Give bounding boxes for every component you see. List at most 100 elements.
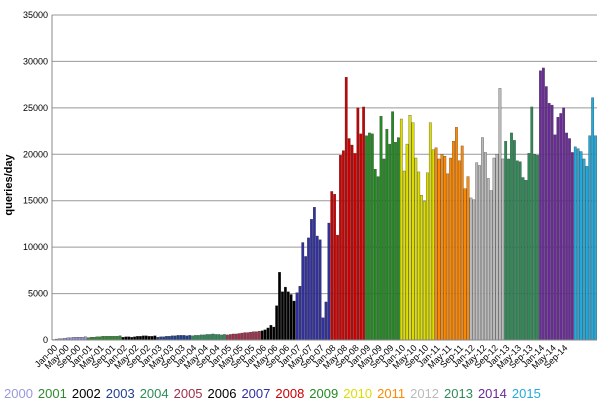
bar-2011 <box>452 141 455 341</box>
bar-2005 <box>249 331 252 341</box>
bar-2006 <box>272 326 276 341</box>
bar-2008 <box>356 107 360 341</box>
bar-2013 <box>513 140 516 341</box>
bar-2003 <box>165 336 168 341</box>
bar-2004 <box>217 334 221 341</box>
bar-2012 <box>484 152 487 341</box>
bar-2010 <box>426 172 429 341</box>
bar-2003 <box>185 335 189 341</box>
bar-2009 <box>385 129 389 341</box>
bar-2004 <box>220 334 223 341</box>
bar-2013 <box>527 153 531 341</box>
legend-item-2004: 2004 <box>139 386 169 401</box>
legend-item-2009: 2009 <box>309 386 339 401</box>
bar-2001 <box>115 336 119 341</box>
bar-2010 <box>431 149 435 341</box>
bar-2006 <box>260 330 264 341</box>
bar-2006 <box>269 324 273 341</box>
y-tick-label: 25000 <box>23 103 48 113</box>
legend-item-2010: 2010 <box>343 386 373 401</box>
bar-2014 <box>570 152 574 341</box>
bar-2002 <box>136 336 139 341</box>
bar-2006 <box>289 294 293 341</box>
bar-2009 <box>373 168 377 341</box>
bar-2013 <box>524 180 528 341</box>
bar-2007 <box>301 242 305 341</box>
bar-2011 <box>443 155 447 341</box>
bar-2002 <box>144 335 148 341</box>
bar-2008 <box>341 150 345 341</box>
y-tick-label: 20000 <box>23 149 48 159</box>
bar-2012 <box>501 158 505 341</box>
bar-2014 <box>568 138 571 341</box>
x-axis-ticks: Jan-00May-00Sep-00Jan-01May-01Sep-01Jan-… <box>33 343 570 371</box>
bar-2011 <box>440 154 444 341</box>
bar-2013 <box>536 155 539 341</box>
bar-2013 <box>510 132 513 341</box>
bar-2013 <box>518 161 522 341</box>
bar-2015 <box>588 135 592 341</box>
bar-2007 <box>327 222 331 341</box>
bar-2009 <box>365 135 368 341</box>
bar-2007 <box>321 317 325 341</box>
bar-2001 <box>110 336 113 341</box>
bar-2013 <box>521 177 525 341</box>
bar-2010 <box>428 122 432 341</box>
bar-2011 <box>455 127 458 341</box>
bar-2004 <box>197 335 200 341</box>
bar-2005 <box>226 334 229 341</box>
bar-2012 <box>486 178 490 341</box>
bar-2012 <box>495 154 499 341</box>
bar-2006 <box>292 300 296 341</box>
bar-2005 <box>234 333 238 341</box>
y-tick-label: 30000 <box>23 56 48 66</box>
bar-2010 <box>399 118 403 341</box>
bar-2011 <box>463 188 467 341</box>
y-axis-ticks: 0 5000 10000 15000 20000 25000 30000 35000 <box>23 10 48 345</box>
legend-item-2008: 2008 <box>275 386 305 401</box>
bar-2008 <box>330 191 334 341</box>
bar-2005 <box>257 331 261 341</box>
bar-2013 <box>504 141 508 341</box>
bar-2003 <box>168 336 171 341</box>
bar-2006 <box>286 291 290 341</box>
bar-2010 <box>417 171 421 341</box>
bar-2008 <box>339 155 342 341</box>
bar-2008 <box>350 144 354 341</box>
y-tick-label: 35000 <box>23 10 48 20</box>
bar-2002 <box>153 335 157 341</box>
bars <box>52 67 597 341</box>
bar-2007 <box>315 235 319 341</box>
bar-2001 <box>104 336 107 341</box>
bar-2003 <box>188 335 192 341</box>
bar-2005 <box>231 333 235 341</box>
bar-2003 <box>179 335 183 341</box>
bar-2015 <box>591 97 595 341</box>
bar-2002 <box>147 336 151 341</box>
bar-2009 <box>370 133 374 341</box>
bar-2009 <box>368 132 371 341</box>
bar-2008 <box>333 194 337 341</box>
bar-2002 <box>141 335 145 341</box>
bar-2001 <box>101 336 105 341</box>
bar-2010 <box>408 115 412 341</box>
bar-2010 <box>402 170 406 341</box>
bar-2005 <box>246 332 250 341</box>
bar-2004 <box>199 334 203 341</box>
bar-2003 <box>173 335 177 341</box>
bar-2004 <box>214 334 218 341</box>
bar-2003 <box>176 335 180 341</box>
bar-2010 <box>423 201 426 341</box>
bar-2001 <box>118 335 122 341</box>
bar-2007 <box>304 256 308 341</box>
bar-2015 <box>594 135 597 341</box>
bar-2003 <box>182 335 186 341</box>
bar-2004 <box>208 334 212 341</box>
bar-2009 <box>394 142 397 341</box>
bar-2014 <box>544 86 548 341</box>
bar-2012 <box>475 162 479 341</box>
bar-2015 <box>585 166 589 341</box>
bar-2004 <box>194 335 197 341</box>
legend-item-2011: 2011 <box>377 386 406 401</box>
bar-2014 <box>556 116 560 341</box>
